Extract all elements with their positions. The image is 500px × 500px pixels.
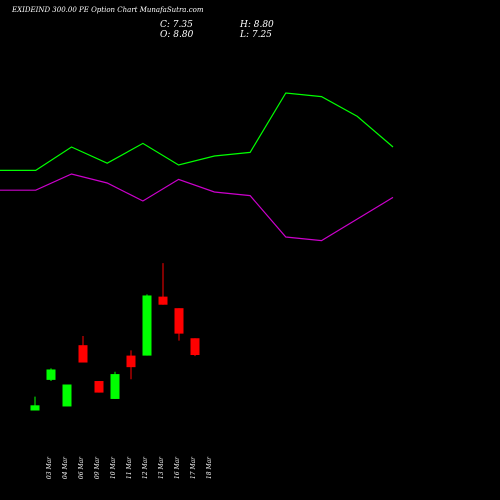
x-tick-label: 16 Mar xyxy=(174,456,181,479)
x-tick-label: 17 Mar xyxy=(190,456,197,479)
candle-17-mar xyxy=(174,308,184,341)
high-readout: H: 8.80 xyxy=(240,20,274,30)
x-tick-label: 13 Mar xyxy=(158,456,165,479)
candle-body xyxy=(190,338,200,356)
candle-06-mar xyxy=(62,384,72,407)
x-tick-label: 18 Mar xyxy=(206,456,213,479)
candle-body xyxy=(46,369,56,380)
candle-13-mar xyxy=(142,294,152,356)
candle-04-mar xyxy=(46,368,56,382)
candle-18-mar xyxy=(190,338,200,357)
x-axis-ticks: 03 Mar 04 Mar 06 Mar 09 Mar 10 Mar 11 Mar 12 M… xyxy=(46,456,213,479)
candle-body xyxy=(126,355,136,368)
open-readout: O: 8.80 xyxy=(160,30,194,40)
x-tick-label: 09 Mar xyxy=(94,456,101,479)
green-overlay-line xyxy=(0,92,394,171)
x-tick-label: 12 Mar xyxy=(142,456,149,479)
candle-body xyxy=(78,345,88,363)
chart-title: EXIDEIND 300.00 PE Option Chart MunafaSu… xyxy=(12,6,204,14)
candle-body xyxy=(30,405,40,411)
candle-16-mar xyxy=(158,263,168,305)
candle-12-mar xyxy=(126,350,136,380)
x-tick-label: 03 Mar xyxy=(46,456,53,479)
close-readout: C: 7.35 xyxy=(160,20,193,30)
low-readout: L: 7.25 xyxy=(240,30,272,40)
overlay-lines xyxy=(0,92,394,242)
x-tick-label: 04 Mar xyxy=(62,456,69,479)
candle-10-mar xyxy=(94,381,104,393)
candlestick-series xyxy=(30,263,200,411)
candle-body xyxy=(174,308,184,334)
candle-11-mar xyxy=(110,371,120,399)
candle-body xyxy=(142,295,152,356)
candle-09-mar xyxy=(78,335,88,363)
magenta-overlay-line xyxy=(0,173,394,242)
x-tick-label: 11 Mar xyxy=(126,456,133,479)
candle-body xyxy=(62,384,72,407)
x-tick-label: 06 Mar xyxy=(78,456,85,479)
candle-body xyxy=(110,374,120,399)
candle-body xyxy=(94,381,104,393)
candle-03-mar xyxy=(30,396,40,411)
candle-body xyxy=(158,296,168,305)
x-tick-label: 10 Mar xyxy=(110,456,117,479)
